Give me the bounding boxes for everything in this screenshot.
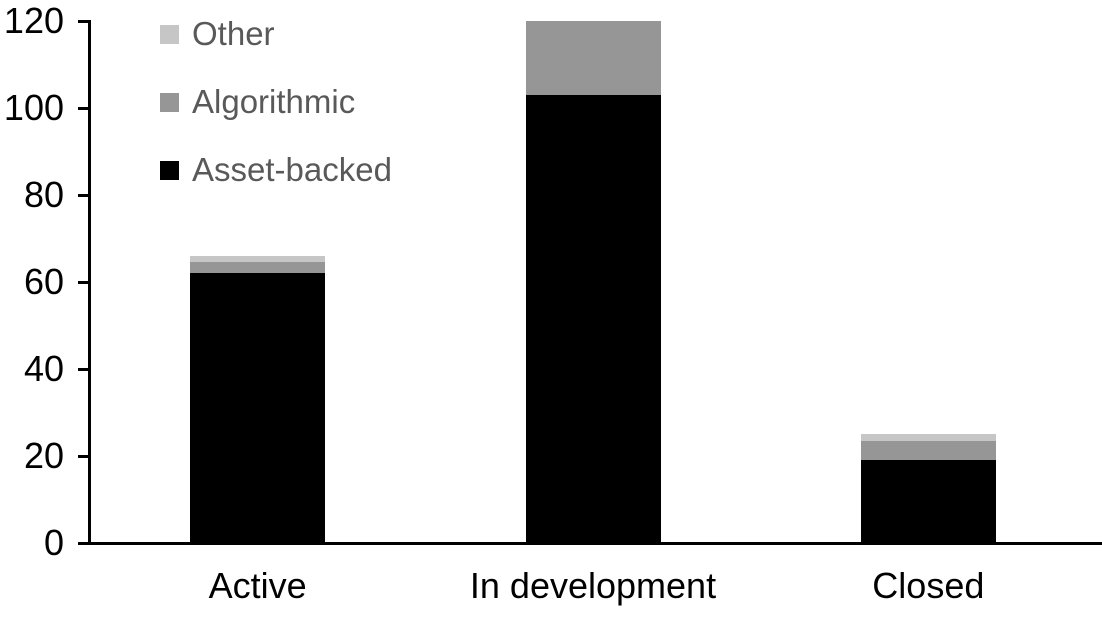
legend-swatch-other-icon [160, 24, 179, 44]
y-tick-mark [78, 541, 91, 545]
x-axis-label-active: Active [208, 565, 307, 606]
y-tick-label: 60 [23, 261, 64, 302]
y-tick-mark [78, 280, 91, 284]
y-tick-label: 120 [3, 0, 64, 41]
legend-label-other: Other [192, 15, 275, 52]
y-tick-label: 20 [23, 435, 64, 476]
legend-item-algorithmic: Algorithmic [160, 80, 355, 124]
legend-label-asset-backed: Asset-backed [192, 151, 392, 188]
y-tick-label: 80 [23, 174, 64, 215]
bar-in-development-segment-asset-backed [525, 94, 661, 543]
legend-swatch-asset-backed-icon [160, 160, 179, 180]
legend-item-asset-backed: Asset-backed [160, 148, 392, 192]
legend-item-other: Other [160, 12, 275, 56]
bar-in-development-segment-algorithmic [525, 21, 661, 95]
legend-swatch-algorithmic-icon [160, 92, 179, 112]
bar-closed-segment-other [860, 434, 996, 441]
bar-closed-segment-algorithmic [860, 440, 996, 461]
y-tick-mark [78, 19, 91, 23]
y-tick-mark [78, 193, 91, 197]
y-tick-label: 0 [43, 522, 64, 563]
bar-active-segment-asset-backed [190, 273, 326, 543]
y-tick-label: 40 [23, 348, 64, 389]
bar-active-segment-other [190, 255, 326, 263]
bar-active-segment-algorithmic [190, 262, 326, 274]
y-tick-label: 100 [3, 87, 64, 128]
y-tick-mark [78, 106, 91, 110]
bar-closed-segment-asset-backed [860, 460, 996, 543]
x-axis-label-in-development: In development [469, 565, 717, 606]
x-axis-label-closed: Closed [872, 565, 985, 606]
y-tick-mark [78, 454, 91, 458]
y-tick-mark [78, 367, 91, 371]
legend-label-algorithmic: Algorithmic [192, 83, 356, 120]
x-axis-line [78, 542, 1102, 545]
chart-legend: Other Algorithmic Asset-backed [160, 0, 580, 210]
